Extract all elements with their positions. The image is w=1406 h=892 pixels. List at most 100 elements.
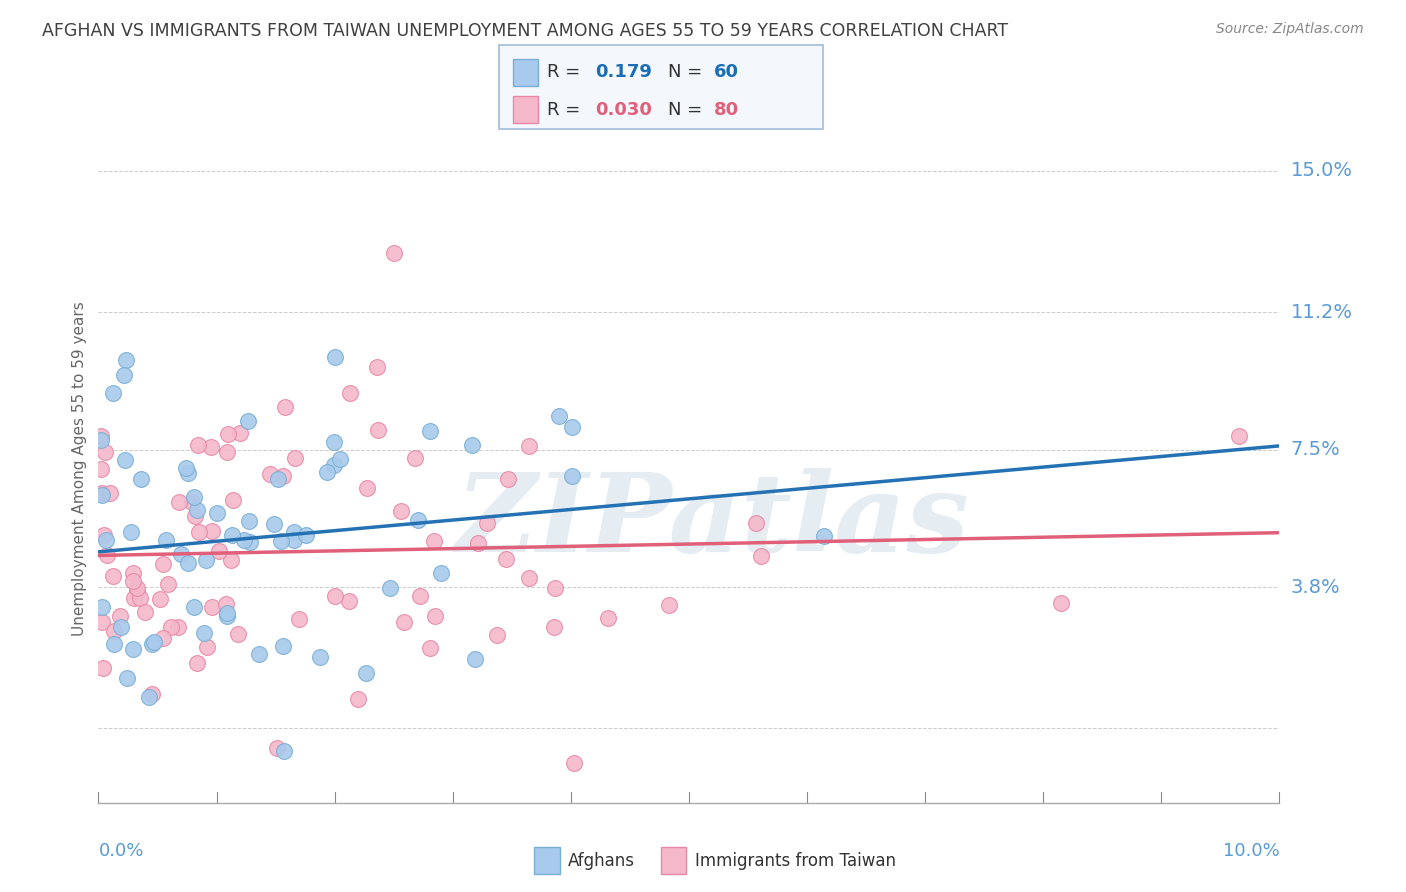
- Point: [194, 552, 217, 566]
- Point: [91, 600, 114, 615]
- Text: ZIPatlas: ZIPatlas: [456, 468, 970, 575]
- Point: [544, 581, 567, 595]
- Point: [271, 639, 294, 653]
- Point: [124, 591, 146, 605]
- Text: 7.5%: 7.5%: [1291, 441, 1340, 459]
- Point: [152, 631, 174, 645]
- Point: [283, 533, 305, 547]
- Point: [174, 461, 197, 475]
- Text: 10.0%: 10.0%: [1223, 842, 1279, 860]
- Point: [409, 589, 432, 603]
- Text: Afghans: Afghans: [568, 852, 636, 870]
- Point: [152, 558, 174, 572]
- Point: [315, 465, 337, 479]
- Point: [201, 524, 224, 538]
- Point: [467, 536, 489, 550]
- Point: [238, 515, 260, 529]
- Point: [1227, 429, 1250, 443]
- Text: N =: N =: [668, 101, 702, 119]
- Point: [160, 620, 183, 634]
- Point: [1050, 596, 1073, 610]
- Point: [96, 548, 118, 562]
- Point: [419, 640, 441, 655]
- Text: N =: N =: [668, 63, 702, 81]
- Point: [813, 529, 835, 543]
- Point: [323, 434, 346, 449]
- Point: [186, 503, 208, 517]
- Text: AFGHAN VS IMMIGRANTS FROM TAIWAN UNEMPLOYMENT AMONG AGES 55 TO 59 YEARS CORRELAT: AFGHAN VS IMMIGRANTS FROM TAIWAN UNEMPLO…: [42, 22, 1008, 40]
- Point: [460, 438, 482, 452]
- Text: Immigrants from Taiwan: Immigrants from Taiwan: [695, 852, 896, 870]
- Point: [91, 615, 114, 629]
- Point: [94, 445, 117, 459]
- Point: [120, 524, 142, 539]
- Point: [219, 553, 242, 567]
- Point: [188, 524, 211, 539]
- Point: [239, 534, 262, 549]
- Text: 60: 60: [714, 63, 740, 81]
- Point: [658, 599, 681, 613]
- Point: [517, 571, 540, 585]
- Point: [347, 691, 370, 706]
- Point: [91, 661, 114, 675]
- Point: [215, 445, 238, 459]
- Point: [295, 527, 318, 541]
- Point: [337, 594, 360, 608]
- Point: [221, 528, 243, 542]
- Text: 0.179: 0.179: [595, 63, 651, 81]
- Point: [356, 482, 378, 496]
- Point: [486, 628, 509, 642]
- Point: [561, 420, 583, 434]
- Point: [215, 597, 238, 611]
- Point: [115, 671, 138, 685]
- Point: [354, 666, 377, 681]
- Point: [177, 556, 200, 570]
- Point: [127, 582, 149, 596]
- Point: [226, 627, 249, 641]
- Point: [167, 620, 190, 634]
- Point: [93, 527, 115, 541]
- Point: [233, 533, 256, 547]
- Point: [177, 466, 200, 480]
- Point: [90, 462, 112, 476]
- Point: [389, 504, 412, 518]
- Point: [271, 469, 294, 483]
- Point: [596, 610, 619, 624]
- Point: [167, 495, 190, 509]
- Point: [288, 612, 311, 626]
- Point: [90, 433, 112, 447]
- Point: [323, 589, 346, 603]
- Point: [464, 651, 486, 665]
- Point: [121, 574, 143, 588]
- Point: [91, 488, 114, 502]
- Point: [129, 472, 152, 486]
- Point: [283, 525, 305, 540]
- Point: [103, 624, 125, 638]
- Point: [423, 534, 446, 549]
- Point: [266, 472, 288, 486]
- Point: [143, 635, 166, 649]
- Point: [263, 516, 285, 531]
- Point: [270, 534, 292, 549]
- Point: [180, 494, 202, 508]
- Text: 11.2%: 11.2%: [1291, 302, 1353, 322]
- Point: [284, 451, 307, 466]
- Point: [141, 687, 163, 701]
- Point: [108, 608, 131, 623]
- Point: [184, 508, 207, 523]
- Point: [745, 516, 768, 530]
- Point: [207, 506, 229, 520]
- Point: [157, 577, 180, 591]
- Point: [392, 615, 415, 629]
- Point: [247, 647, 270, 661]
- Point: [215, 606, 238, 620]
- Point: [187, 438, 209, 452]
- Point: [200, 441, 222, 455]
- Point: [110, 620, 132, 634]
- Point: [217, 426, 239, 441]
- Point: [193, 626, 215, 640]
- Point: [94, 533, 117, 548]
- Point: [121, 566, 143, 580]
- Point: [115, 353, 138, 368]
- Point: [215, 608, 238, 623]
